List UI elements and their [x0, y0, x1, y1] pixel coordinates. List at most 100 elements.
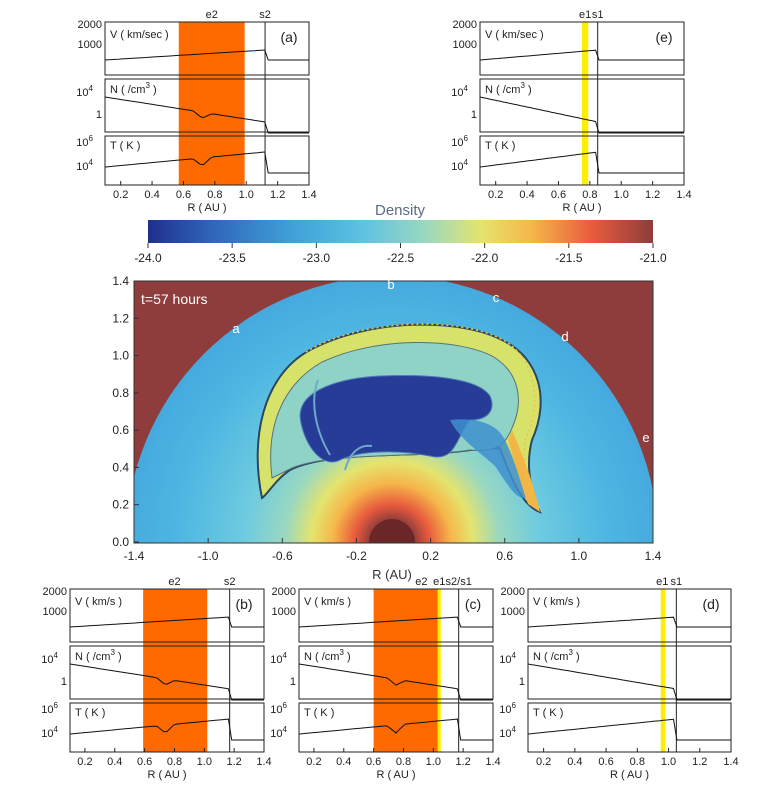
n-tick-label: 1 [290, 676, 296, 688]
map-ytick-label: 0.8 [112, 386, 129, 400]
n-subpanel [298, 645, 494, 700]
marker-label-s2-s1: s2/s1 [446, 576, 472, 588]
t-subpanel [479, 135, 685, 186]
n-tick-label: 1 [61, 676, 67, 688]
panel-label: (e) [655, 29, 672, 45]
cme-leg-region [508, 430, 540, 512]
direction-label-a: a [232, 321, 240, 336]
v-tick-label: 1000 [43, 606, 67, 618]
marker-label-e2: e2 [415, 576, 427, 588]
map-xtick-label: 1.0 [571, 549, 588, 563]
temperature-profile [104, 151, 309, 174]
cme-shock-front [305, 323, 543, 513]
time-label: t=57 hours [141, 291, 208, 307]
panel-xtick-label: 1.2 [692, 756, 707, 768]
map-ytick-label: 0.0 [112, 535, 129, 549]
temperature-profile [527, 718, 731, 741]
cme-sheath-left [313, 379, 331, 456]
v-subpanel [69, 588, 265, 643]
t-axis-label: T ( K ) [75, 707, 105, 719]
map-frame [133, 280, 654, 544]
n-tick-label: 104 [499, 651, 516, 666]
colorbar-tick-label: -21.5 [555, 251, 583, 265]
t-subpanel [298, 702, 494, 753]
map-ytick-label: 0.4 [112, 460, 129, 474]
map-xtick-label: -1.4 [124, 549, 145, 563]
map-xtick-label: 0.2 [422, 549, 439, 563]
n-axis-label: N ( /cm3 ) [75, 648, 122, 663]
marker-label-s1: s1 [592, 9, 604, 21]
density-profile [104, 96, 309, 134]
map-xtick-label: -0.6 [272, 549, 293, 563]
n-axis-label: N ( /cm3 ) [304, 648, 351, 663]
marker-label-e2: e2 [206, 9, 218, 21]
shaded-region [373, 589, 438, 752]
cme-sheath-right [344, 444, 373, 471]
marker-label-s2: s2 [259, 9, 271, 21]
v-axis-label: V ( km/s ) [533, 596, 580, 608]
panel-xlabel: R ( AU ) [562, 202, 601, 214]
panel-xtick-label: 1.0 [197, 756, 212, 768]
marker-label-s1: s1 [671, 576, 683, 588]
n-tick-label: 104 [41, 651, 58, 666]
t-tick-label: 104 [451, 158, 468, 173]
panel-xtick-label: 1.0 [239, 189, 254, 201]
shaded-region [178, 22, 245, 185]
panel-xtick-label: 0.4 [336, 756, 351, 768]
map-xtick-label: -1.0 [198, 549, 219, 563]
shaded-region [143, 589, 208, 752]
panel-d: V ( km/s )N ( /cm3 )T ( K )2000100010411… [499, 576, 738, 781]
panel-a: V ( km/sec ) N ( /cm3 ) T ( K ) 2000 1000 104… [76, 9, 316, 214]
v-tick-label: 2000 [43, 586, 67, 598]
marker-label-e1: e1 [433, 576, 445, 588]
panel-e: V ( km/sec ) N ( /cm3 ) T ( K ) 2000 1000 104… [451, 9, 691, 214]
n-axis-label: N ( /cm3 ) [533, 648, 580, 663]
n-tick-label: 1 [519, 676, 525, 688]
map-xtick-label: -0.2 [346, 549, 367, 563]
v-subpanel [479, 21, 685, 76]
panel-xtick-label: 0.6 [176, 189, 191, 201]
inner-boundary [369, 519, 415, 543]
panel-c: V ( km/s )N ( /cm3 )T ( K )2000100010411… [270, 576, 500, 781]
velocity-profile [298, 616, 493, 628]
v-tick-label: 2000 [272, 586, 296, 598]
marker-label-e2: e2 [168, 576, 180, 588]
panel-xtick-label: 1.2 [645, 189, 660, 201]
v-axis-label: V ( km/s ) [75, 596, 122, 608]
n-subpanel [479, 78, 685, 133]
t-axis-label: T ( K ) [304, 707, 334, 719]
direction-label-b: b [387, 277, 394, 292]
panel-xtick-label: 1.2 [227, 756, 242, 768]
shaded-region [660, 589, 666, 752]
t-tick-label: 106 [41, 701, 58, 716]
panel-xtick-label: 0.2 [488, 189, 503, 201]
colorbar-tick-label: -21.0 [639, 251, 667, 265]
marker-label-e1: e1 [656, 576, 668, 588]
t-subpanel [69, 702, 265, 753]
panel-xtick-label: 1.4 [676, 189, 691, 201]
density-profile [69, 663, 264, 701]
temperature-profile [479, 151, 684, 174]
panel-label: (d) [702, 596, 719, 612]
v-tick-label: 1000 [78, 39, 102, 51]
v-tick-label: 1000 [272, 606, 296, 618]
panel-xtick-label: 0.2 [77, 756, 92, 768]
panel-xlabel: R ( AU ) [610, 769, 649, 781]
colorbar-tick-label: -24.0 [134, 251, 162, 265]
velocity-profile [527, 616, 731, 628]
t-subpanel [527, 702, 732, 753]
map-ytick-label: 1.4 [112, 274, 129, 288]
v-tick-label: 1000 [501, 606, 525, 618]
panel-xtick-label: 0.2 [306, 756, 321, 768]
density-colorbar: Density -24.0 -23.5 -23.0 -22.5 -22.0 -21.5 -2… [134, 202, 667, 265]
panel-xtick-label: 1.0 [426, 756, 441, 768]
t-tick-label: 104 [499, 725, 516, 740]
colorbar-gradient [148, 220, 653, 243]
direction-labels: a b c d e [232, 277, 649, 445]
colorbar-tick-label: -23.5 [218, 251, 246, 265]
map-ytick-label: 0.6 [112, 423, 129, 437]
n-tick-label: 1 [96, 109, 102, 121]
panel-xtick-label: 1.0 [661, 756, 676, 768]
map-axes: -1.4 -1.0 -0.6 -0.2 0.2 0.6 1.0 1.4 0.0 0.2 0.4 0.6… [112, 274, 661, 563]
